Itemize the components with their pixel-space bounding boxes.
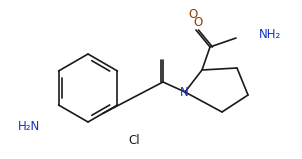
Text: O: O (188, 7, 198, 21)
Text: Cl: Cl (128, 134, 140, 146)
Text: O: O (193, 15, 203, 28)
Text: NH₂: NH₂ (259, 28, 281, 41)
Text: N: N (180, 86, 188, 100)
Text: H₂N: H₂N (18, 120, 40, 132)
